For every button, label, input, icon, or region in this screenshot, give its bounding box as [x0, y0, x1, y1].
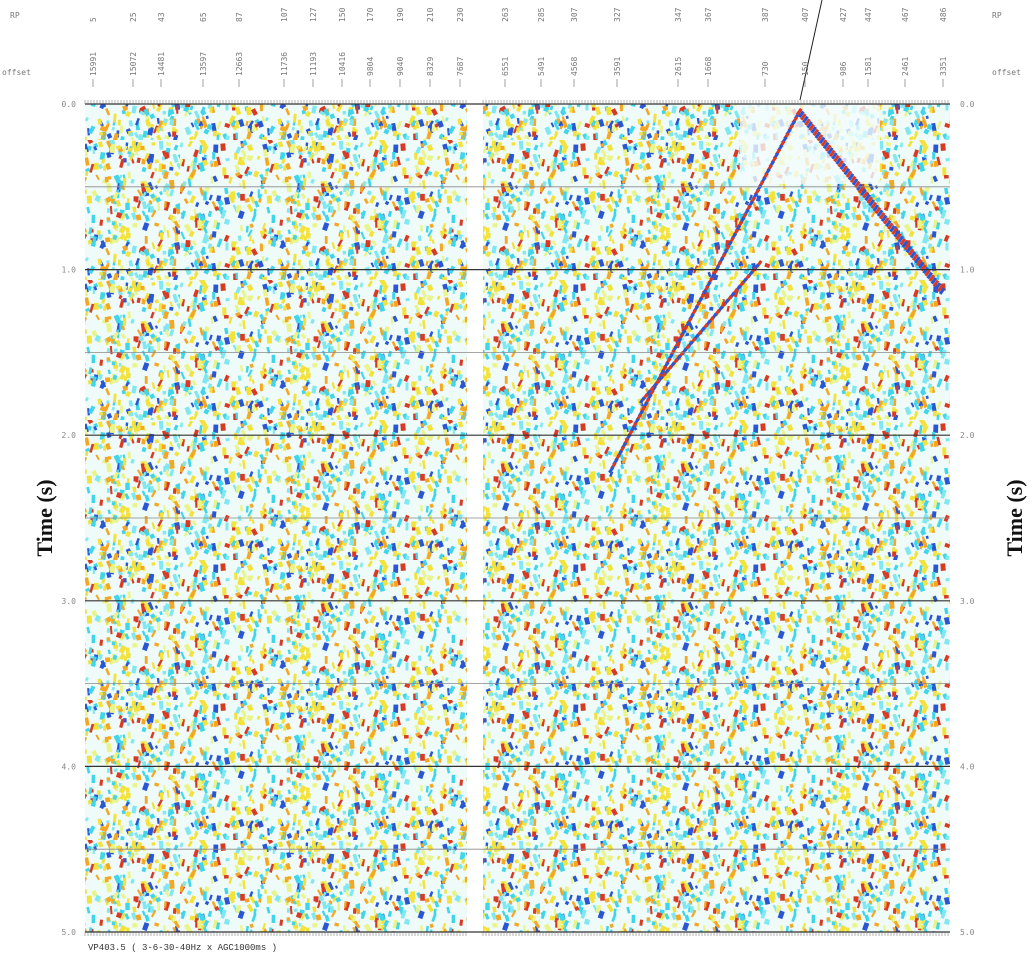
offset-label: 1581 — [864, 57, 873, 76]
rp-label: 210 — [426, 7, 435, 22]
offset-label: 11193 — [309, 52, 318, 76]
near-offset-mute — [740, 104, 880, 184]
rp-label: 307 — [570, 7, 579, 22]
rp-label: 467 — [901, 7, 910, 22]
time-tick-label: 2.0 — [960, 431, 975, 440]
time-tick-label: 1.0 — [62, 266, 77, 275]
rp-label: 486 — [939, 7, 948, 22]
offset-label: 1668 — [704, 57, 713, 76]
rp-label: 65 — [199, 12, 208, 22]
rp-label: 367 — [704, 7, 713, 22]
offset-label: 150 — [801, 61, 810, 76]
time-tick-label: 2.0 — [62, 431, 77, 440]
offset-label: 9804 — [366, 57, 375, 76]
time-tick-label: 3.0 — [62, 597, 77, 606]
rp-label: 150 — [338, 7, 347, 22]
offset-header: offset — [2, 68, 31, 77]
rp-label: 25 — [129, 12, 138, 22]
offset-label: 14481 — [157, 52, 166, 76]
time-tick-label: 5.0 — [960, 928, 975, 937]
offset-label: 15072 — [129, 52, 138, 76]
rp-label: 43 — [157, 12, 166, 22]
offset-label: 3591 — [613, 57, 622, 76]
time-tick-label: 5.0 — [62, 928, 77, 937]
rp-label: 447 — [864, 7, 873, 22]
time-tick-label: 1.0 — [960, 266, 975, 275]
rp-label: 387 — [761, 7, 770, 22]
time-tick-label: 3.0 — [960, 597, 975, 606]
offset-label: 12663 — [235, 52, 244, 76]
rp-label: 407 — [801, 7, 810, 22]
seismic-page: RP offset RP offset Time (s) Time (s) VP… — [0, 0, 1034, 957]
rp-label: 427 — [839, 7, 848, 22]
time-tick-label: 0.0 — [960, 100, 975, 109]
rp-label: 327 — [613, 7, 622, 22]
rp-label: 230 — [456, 7, 465, 22]
rp-label: 285 — [537, 7, 546, 22]
offset-label: 9040 — [396, 57, 405, 76]
rp-label: 107 — [280, 7, 289, 22]
offset-label: 730 — [761, 61, 770, 76]
rp-label: 347 — [674, 7, 683, 22]
rp-header: RP — [992, 11, 1002, 20]
axis-label: Time (s) — [32, 479, 57, 556]
offset-label: 4568 — [570, 57, 579, 76]
offset-label: 13597 — [199, 52, 208, 76]
offset-label: 5491 — [537, 57, 546, 76]
time-tick-label: 0.0 — [62, 100, 77, 109]
offset-label: 10416 — [338, 52, 347, 76]
rp-label: 127 — [309, 7, 318, 22]
axis-label: Time (s) — [1002, 479, 1027, 556]
offset-header: offset — [992, 68, 1021, 77]
offset-label: 7687 — [456, 57, 465, 76]
time-tick-label: 4.0 — [960, 762, 975, 771]
offset-label: 15991 — [89, 52, 98, 76]
rp-label: 190 — [396, 7, 405, 22]
offset-label: 11736 — [280, 52, 289, 76]
rp-header: RP — [10, 11, 20, 20]
offset-label: 2615 — [674, 57, 683, 76]
rp-label: 170 — [366, 7, 375, 22]
rp-label: 5 — [89, 17, 98, 22]
offset-label: 2461 — [901, 57, 910, 76]
offset-label: 6551 — [501, 57, 510, 76]
rp-label: 87 — [235, 12, 244, 22]
offset-label: 8329 — [426, 57, 435, 76]
offset-label: 3351 — [939, 57, 948, 76]
caption: VP403.5 ( 3-6-30-40Hz x AGC1000ms ) — [88, 943, 277, 953]
offset-label: 986 — [839, 61, 848, 76]
time-tick-label: 4.0 — [62, 762, 77, 771]
rp-label: 263 — [501, 7, 510, 22]
